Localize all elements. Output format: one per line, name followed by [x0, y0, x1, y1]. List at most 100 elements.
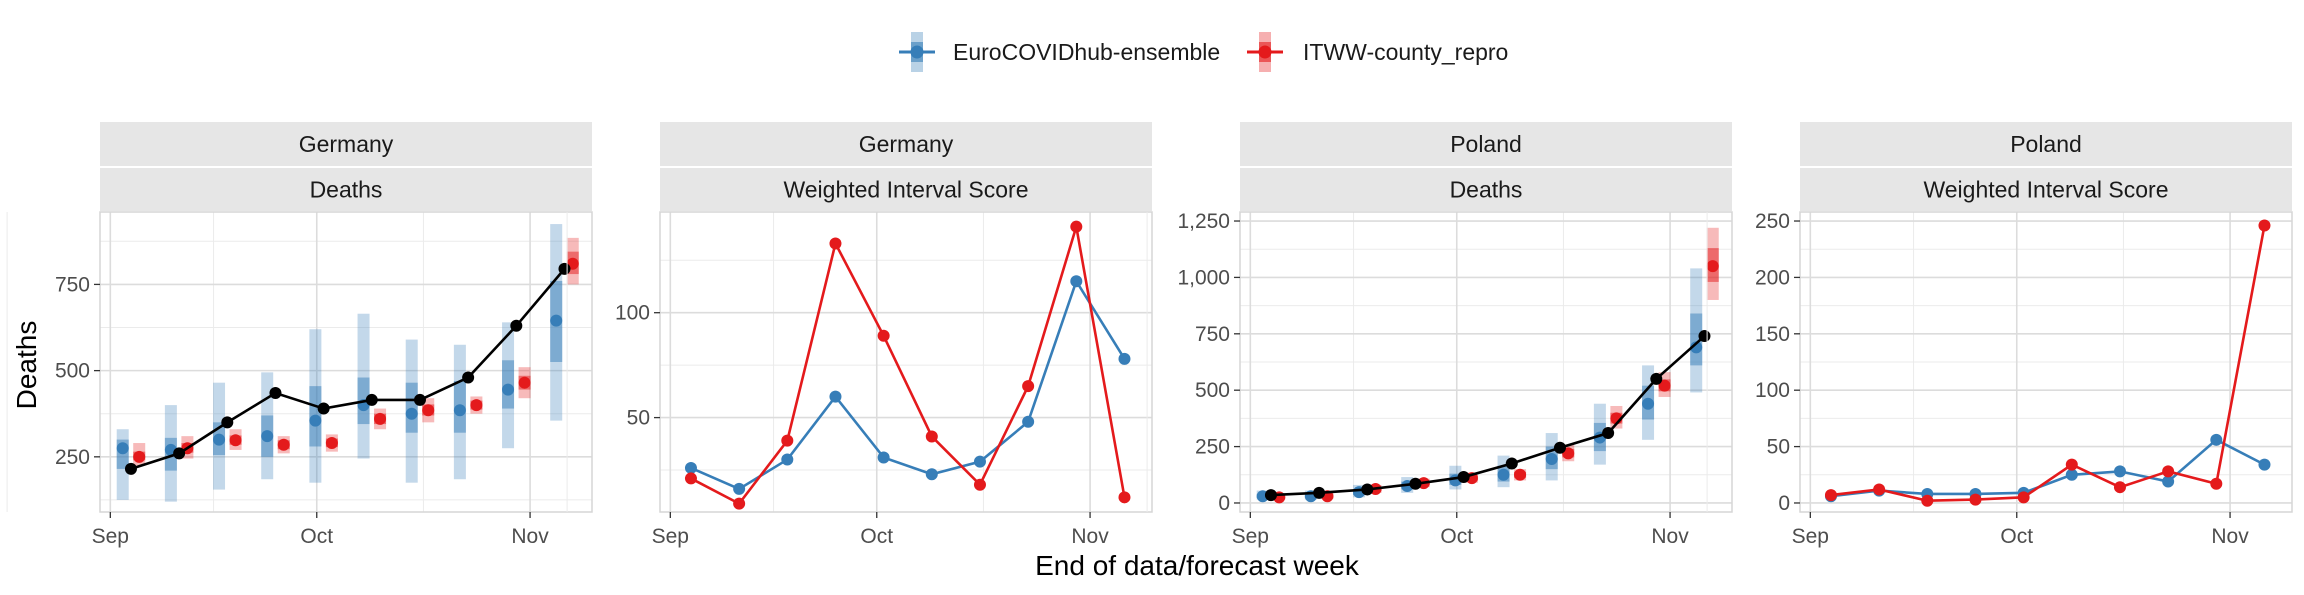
- score-point: [1022, 380, 1035, 393]
- score-point: [877, 329, 890, 342]
- forecast-median-point: [116, 442, 129, 455]
- observed-line: [130, 268, 566, 471]
- forecast-median-point: [405, 407, 418, 420]
- score-point: [1118, 491, 1131, 504]
- observed-point: [1361, 483, 1374, 496]
- panel-axes: 0 250 500 750 1,000 1,250 Sep Oct Nov: [1177, 210, 1689, 548]
- forecast-median-point: [1497, 468, 1510, 481]
- score-point: [1824, 489, 1837, 502]
- observed-point: [510, 319, 523, 332]
- observed-point: [1457, 471, 1470, 484]
- observed-point: [124, 462, 137, 475]
- forecast-median-point: [1642, 397, 1655, 410]
- observed-series: [1264, 330, 1711, 502]
- legend-label: EuroCOVIDhub-ensemble: [953, 39, 1220, 65]
- facet-strip-target-label: Deaths: [310, 177, 383, 203]
- score-point: [2113, 465, 2126, 478]
- facet-strip-target: [660, 168, 1152, 211]
- panel-grid: [1146, 212, 1732, 512]
- interval-inner: [405, 382, 418, 433]
- forecast-median-point: [213, 433, 226, 446]
- score-point: [1022, 415, 1035, 428]
- facet-strip-location: [1240, 122, 1732, 166]
- legend-label: ITWW-county_repro: [1303, 39, 1508, 65]
- facet-strip-location: [1800, 122, 2292, 166]
- observed-point: [1698, 330, 1711, 343]
- y-tick-label: 1,250: [1177, 210, 1230, 233]
- score-point: [877, 451, 890, 464]
- x-tick-label: Sep: [1232, 525, 1269, 548]
- forecast-median-point: [1658, 379, 1671, 392]
- legend-key-point: [910, 45, 924, 59]
- score-line: [690, 226, 1126, 506]
- panel-border: [1239, 211, 1733, 513]
- y-tick-label: 250: [1195, 436, 1230, 459]
- score-point: [2258, 458, 2271, 471]
- facet-strip-location: [660, 122, 1152, 166]
- score-point: [2017, 491, 2030, 504]
- panel-2: Poland Deaths 0 250 500 750 1,000 1,250 Sep Oct No…: [1146, 122, 1733, 548]
- forecast-median-point: [518, 376, 531, 389]
- x-axis-title: End of data/forecast week: [1035, 550, 1360, 581]
- score-point: [1118, 352, 1131, 365]
- y-tick-label: 100: [615, 302, 650, 325]
- y-tick-label: 100: [1755, 379, 1790, 402]
- facet-strip-location-label: Germany: [299, 131, 394, 157]
- y-tick-label: 250: [1755, 210, 1790, 233]
- score-point: [2113, 481, 2126, 494]
- x-tick-label: Nov: [1071, 525, 1109, 548]
- legend-item-0: EuroCOVIDhub-ensemble: [899, 32, 1220, 72]
- forecast-series: [116, 224, 563, 502]
- forecast-series: [1273, 227, 1719, 504]
- y-tick-label: 0: [1218, 492, 1230, 515]
- observed-point: [1313, 486, 1326, 499]
- forecast-series: [1256, 268, 1703, 503]
- x-tick-label: Sep: [92, 525, 129, 548]
- forecast-median-point: [1545, 452, 1558, 465]
- panel-0: Germany Deaths 250 500 750 Sep Oct Nov: [6, 122, 593, 548]
- y-tick-label: 150: [1755, 323, 1790, 346]
- forecast-median-point: [550, 314, 563, 327]
- forecast-median-point: [133, 450, 146, 463]
- score-point: [2258, 219, 2271, 232]
- observed-point: [1602, 427, 1615, 440]
- observed-point: [221, 416, 234, 429]
- observed-point: [317, 402, 330, 415]
- facet-strip-target-label: Weighted Interval Score: [1923, 177, 2168, 203]
- forecast-median-point: [261, 430, 274, 443]
- y-tick-label: 500: [1195, 379, 1230, 402]
- score-point: [829, 390, 842, 403]
- forecast-median-point: [229, 434, 242, 447]
- x-tick-label: Oct: [1440, 525, 1473, 548]
- forecast-median-point: [470, 399, 483, 412]
- facet-strip-target: [1240, 168, 1732, 211]
- observed-point: [558, 262, 571, 275]
- observed-point: [1553, 441, 1566, 454]
- score-point: [2065, 468, 2078, 481]
- observed-point: [269, 387, 282, 400]
- score-point: [1873, 483, 1886, 496]
- observed-point: [1505, 457, 1518, 470]
- y-tick-label: 50: [627, 407, 650, 430]
- x-tick-label: Nov: [2211, 525, 2249, 548]
- panel-axes: 50 100 Sep Oct Nov: [615, 302, 1109, 548]
- panel-border: [659, 211, 1153, 513]
- y-axis-title: Deaths: [11, 321, 42, 410]
- panel-grid: [566, 212, 1152, 512]
- forecast-median-point: [277, 438, 290, 451]
- panel-3: Poland Weighted Interval Score 0 50 100 150 20…: [1706, 122, 2293, 548]
- panel-grid: [1706, 212, 2292, 512]
- x-tick-label: Oct: [860, 525, 893, 548]
- score-point: [925, 468, 938, 481]
- facet-strip-location-label: Poland: [2010, 131, 2082, 157]
- x-tick-label: Nov: [1651, 525, 1689, 548]
- score-point: [1070, 220, 1083, 233]
- y-tick-label: 500: [55, 360, 90, 383]
- y-tick-label: 200: [1755, 266, 1790, 289]
- chart-legend: EuroCOVIDhub-ensemble ITWW-county_repro: [899, 32, 1508, 72]
- forecast-median-point: [1706, 260, 1719, 273]
- score-series: [684, 220, 1131, 510]
- facet-strip-target-label: Deaths: [1450, 177, 1523, 203]
- forecast-median-point: [1514, 468, 1527, 481]
- legend-item-1: ITWW-county_repro: [1247, 32, 1508, 72]
